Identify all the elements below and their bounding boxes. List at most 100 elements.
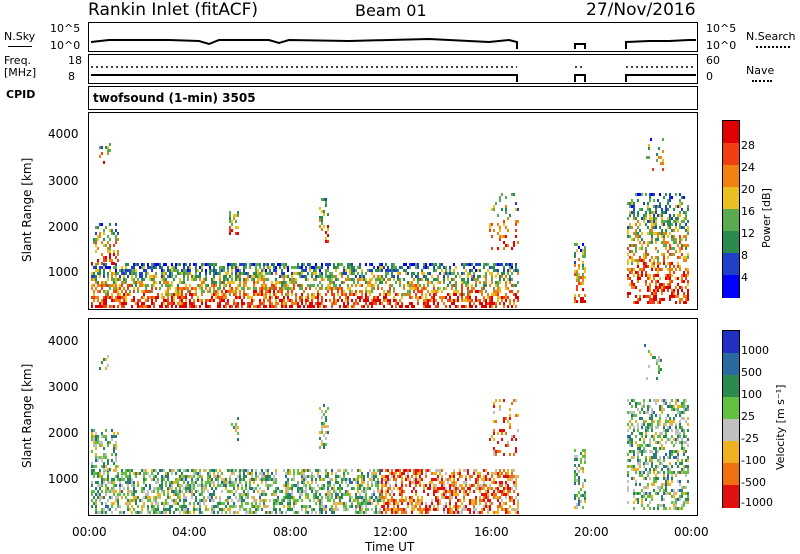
heatmap-cell xyxy=(389,478,391,481)
heatmap-cell xyxy=(491,281,493,284)
heatmap-cell xyxy=(213,299,215,302)
heatmap-cell xyxy=(137,472,139,475)
heatmap-cell xyxy=(511,272,513,275)
heatmap-cell xyxy=(207,472,209,475)
heatmap-cell xyxy=(119,493,121,496)
heatmap-cell xyxy=(389,487,391,490)
heatmap-cell xyxy=(171,284,173,287)
heatmap-cell xyxy=(655,474,657,477)
heatmap-cell xyxy=(629,205,631,208)
heatmap-cell xyxy=(655,286,657,289)
heatmap-cell xyxy=(489,499,491,502)
heatmap-cell xyxy=(631,199,633,202)
heatmap-cell xyxy=(193,484,195,487)
heatmap-cell xyxy=(425,275,427,278)
heatmap-cell xyxy=(243,278,245,281)
heatmap-cell xyxy=(219,284,221,287)
heatmap-cell xyxy=(517,505,519,508)
heatmap-cell xyxy=(117,432,119,435)
heatmap-cell xyxy=(151,263,153,266)
heatmap-cell xyxy=(659,423,661,426)
heatmap-cell xyxy=(455,287,457,290)
heatmap-cell xyxy=(669,226,671,229)
heatmap-cell xyxy=(635,480,637,483)
heatmap-cell xyxy=(221,484,223,487)
heatmap-cell xyxy=(487,296,489,299)
heatmap-cell xyxy=(177,302,179,305)
heatmap-cell xyxy=(119,296,121,299)
heatmap-cell xyxy=(133,299,135,302)
heatmap-cell xyxy=(107,508,109,511)
heatmap-cell xyxy=(275,296,277,299)
heatmap-cell xyxy=(173,469,175,472)
heatmap-cell xyxy=(347,287,349,290)
heatmap-cell xyxy=(105,487,107,490)
heatmap-cell xyxy=(423,508,425,511)
heatmap-cell xyxy=(175,263,177,266)
heatmap-cell xyxy=(661,495,663,498)
heatmap-cell xyxy=(231,272,233,275)
heatmap-cell xyxy=(263,502,265,505)
heatmap-cell xyxy=(584,491,586,494)
heatmap-cell xyxy=(103,456,105,459)
heatmap-cell xyxy=(681,402,683,405)
heatmap-cell xyxy=(643,399,645,402)
heatmap-cell xyxy=(319,446,321,449)
heatmap-cell xyxy=(576,458,578,461)
heatmap-cell xyxy=(129,475,131,478)
heatmap-cell xyxy=(341,290,343,293)
heatmap-cell xyxy=(485,290,487,293)
heatmap-cell xyxy=(319,207,321,210)
heatmap-cell xyxy=(647,483,649,486)
heatmap-cell xyxy=(281,269,283,272)
heatmap-cell xyxy=(267,478,269,481)
heatmap-cell xyxy=(371,493,373,496)
heatmap-cell xyxy=(449,269,451,272)
heatmap-cell xyxy=(183,469,185,472)
heatmap-cell xyxy=(135,269,137,272)
heatmap-cell xyxy=(443,481,445,484)
heatmap-cell xyxy=(239,296,241,299)
heatmap-cell xyxy=(291,493,293,496)
heatmap-cell xyxy=(321,272,323,275)
heatmap-cell xyxy=(297,490,299,493)
heatmap-cell xyxy=(627,465,629,468)
heatmap-cell xyxy=(329,281,331,284)
heatmap-cell xyxy=(283,275,285,278)
heatmap-cell xyxy=(655,414,657,417)
heatmap-cell xyxy=(663,456,665,459)
heatmap-cell xyxy=(499,469,501,472)
heatmap-cell xyxy=(187,508,189,511)
heatmap-cell xyxy=(681,495,683,498)
heatmap-cell xyxy=(584,276,586,279)
heatmap-cell xyxy=(195,287,197,290)
heatmap-cell xyxy=(401,490,403,493)
heatmap-cell xyxy=(109,250,111,253)
heatmap-cell xyxy=(399,490,401,493)
heatmap-cell xyxy=(453,472,455,475)
heatmap-cell xyxy=(409,281,411,284)
heatmap-cell xyxy=(513,499,515,502)
heatmap-cell xyxy=(335,266,337,269)
heatmap-cell xyxy=(467,287,469,290)
heatmap-cell xyxy=(129,490,131,493)
heatmap-cell xyxy=(307,278,309,281)
heatmap-cell xyxy=(195,478,197,481)
heatmap-cell xyxy=(683,256,685,259)
heatmap-cell xyxy=(673,507,675,510)
heatmap-cell xyxy=(447,511,449,514)
heatmap-cell xyxy=(265,475,267,478)
heatmap-cell xyxy=(671,405,673,408)
heatmap-cell xyxy=(249,266,251,269)
heatmap-cell xyxy=(645,253,647,256)
heatmap-cell xyxy=(648,156,650,159)
heatmap-cell xyxy=(483,487,485,490)
heatmap-cell xyxy=(335,496,337,499)
heatmap-cell xyxy=(673,405,675,408)
heatmap-cell xyxy=(161,487,163,490)
heatmap-cell xyxy=(637,274,639,277)
heatmap-cell xyxy=(683,441,685,444)
heatmap-cell xyxy=(105,296,107,299)
heatmap-cell xyxy=(321,278,323,281)
heatmap-cell xyxy=(285,287,287,290)
